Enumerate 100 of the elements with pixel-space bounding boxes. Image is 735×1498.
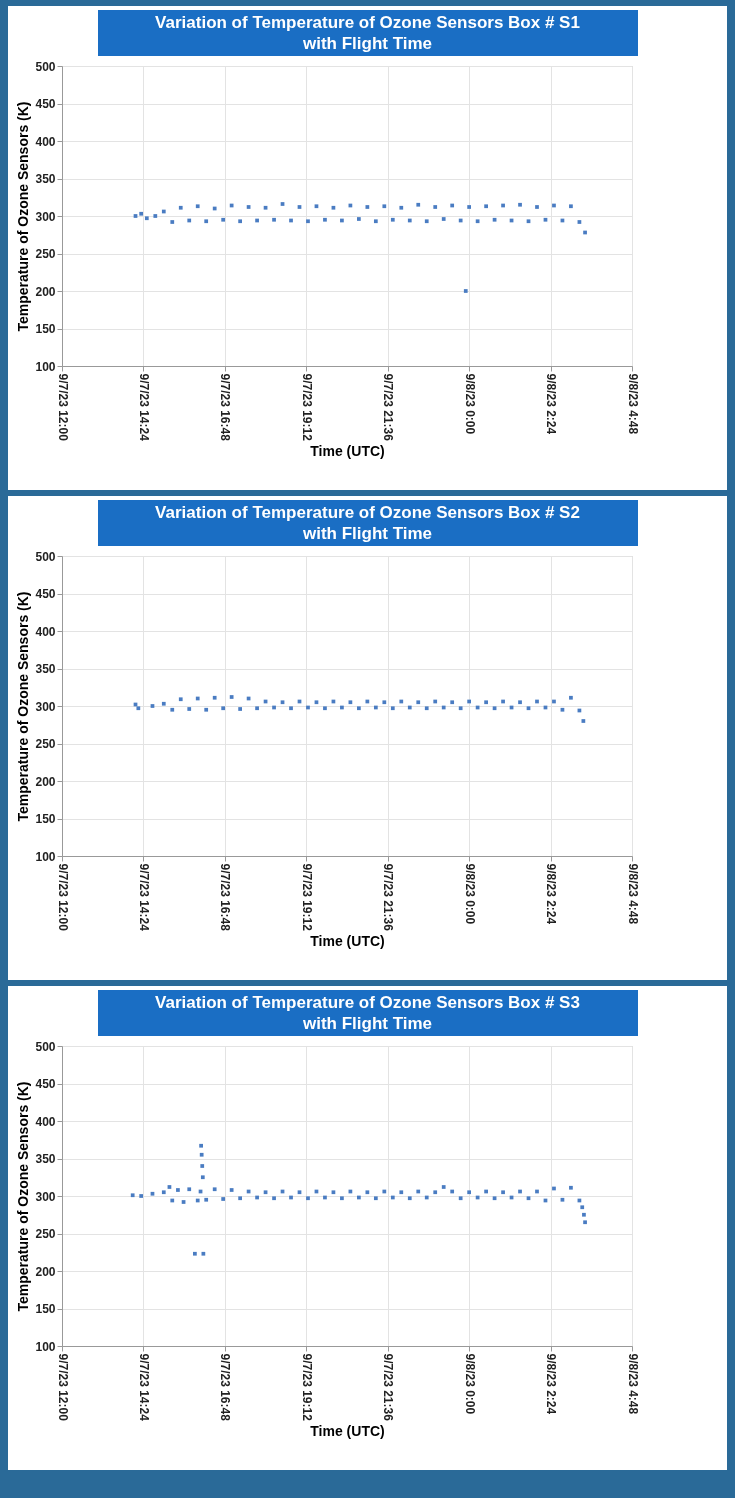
point [569, 695, 573, 700]
y-axis-title: Temperature of Ozone Sensors (K) [15, 591, 32, 822]
y-axis-title: Temperature of Ozone Sensors (K) [15, 101, 32, 332]
x-tick-label: 9/7/23 16:48 [218, 1353, 233, 1422]
point [306, 219, 310, 224]
point [238, 707, 242, 711]
point [357, 706, 361, 711]
point [178, 697, 183, 702]
x-tick-label: 9/7/23 14:24 [136, 373, 151, 442]
point [255, 706, 259, 711]
x-axis-title: Time (UTC) [310, 1422, 385, 1439]
chart-title: Variation of Temperature of Ozone Sensors Box # S2 with Flight Time [97, 500, 638, 546]
point [484, 700, 488, 705]
point [518, 700, 522, 705]
point [212, 695, 217, 700]
x-tick-label: 9/7/23 19:12 [299, 373, 314, 442]
point [390, 217, 395, 222]
point [178, 205, 183, 210]
y-axis-title: Temperature of Ozone Sensors (K) [15, 1081, 32, 1312]
y-tick-label: 350 [35, 172, 56, 186]
x-tick-label: 9/7/23 14:24 [136, 1353, 151, 1422]
x-tick-label: 9/7/23 16:48 [218, 373, 233, 442]
point [221, 706, 226, 711]
x-tick-label: 9/7/23 14:24 [136, 863, 151, 932]
x-tick-label: 9/8/23 0:00 [462, 373, 477, 435]
y-tick-label: 100 [35, 359, 56, 374]
point [323, 217, 327, 222]
y-tick-label: 250 [35, 737, 56, 751]
x-tick-label: 9/7/23 16:48 [218, 863, 233, 932]
y-tick-label: 450 [35, 97, 56, 111]
point [467, 205, 472, 209]
x-tick-label: 9/7/23 12:00 [55, 863, 70, 932]
x-axis-title: Time (UTC) [310, 442, 385, 459]
point [161, 701, 166, 706]
y-tick-label: 250 [35, 1227, 56, 1241]
x-tick-label: 9/8/23 2:24 [544, 373, 559, 435]
y-tick-label: 300 [35, 209, 56, 224]
y-tick-label: 450 [35, 587, 56, 601]
point [204, 707, 209, 712]
x-tick-label: 9/7/23 21:36 [381, 373, 396, 442]
point [373, 219, 378, 224]
point [187, 707, 192, 711]
y-tick-label: 300 [35, 699, 56, 714]
point [357, 217, 361, 221]
point [424, 706, 429, 711]
point [238, 219, 242, 224]
x-tick-label: 9/7/23 21:36 [381, 863, 396, 932]
point [221, 217, 226, 222]
point [365, 205, 370, 209]
x-tick-label: 9/7/23 19:12 [299, 863, 314, 932]
point [484, 204, 488, 209]
point [289, 706, 293, 711]
point [433, 205, 438, 209]
point [170, 220, 175, 224]
point [204, 219, 209, 224]
y-tick-label: 400 [35, 624, 56, 639]
y-tick-label: 300 [35, 1189, 56, 1204]
point [441, 217, 446, 221]
point [416, 202, 421, 207]
point [153, 214, 158, 218]
x-tick-label: 9/7/23 19:12 [299, 1353, 314, 1422]
x-tick-label: 9/7/23 12:00 [55, 1353, 70, 1422]
y-tick-label: 150 [35, 322, 56, 336]
point [424, 219, 429, 224]
x-tick-label: 9/8/23 4:48 [625, 1353, 640, 1415]
x-tick-label: 9/8/23 2:24 [544, 863, 559, 925]
point [195, 204, 200, 209]
x-tick-label: 9/8/23 4:48 [625, 373, 640, 435]
point [272, 217, 276, 222]
y-tick-label: 400 [35, 1114, 56, 1129]
point [382, 700, 387, 705]
point [229, 695, 234, 699]
y-tick-label: 150 [35, 812, 56, 826]
chart-title: Variation of Temperature of Ozone Sensors Box # S3 with Flight Time [97, 990, 638, 1036]
y-tick-label: 200 [35, 284, 56, 299]
chart-title: Variation of Temperature of Ozone Sensors Box # S1 with Flight Time [97, 10, 638, 56]
point [144, 216, 149, 221]
point [382, 204, 387, 209]
y-tick-label: 150 [35, 1302, 56, 1316]
y-tick-label: 200 [35, 774, 56, 789]
y-tick-label: 500 [35, 59, 56, 74]
y-tick-label: 500 [35, 549, 56, 564]
point [170, 707, 175, 712]
point [458, 706, 463, 711]
point [416, 700, 421, 705]
x-axis-title: Time (UTC) [310, 932, 385, 949]
x-tick-label: 9/8/23 2:24 [544, 1353, 559, 1415]
y-tick-label: 100 [35, 1339, 56, 1354]
y-tick-label: 400 [35, 134, 56, 149]
x-tick-label: 9/8/23 4:48 [625, 863, 640, 925]
x-tick-label: 9/8/23 0:00 [462, 863, 477, 925]
x-tick-label: 9/7/23 12:00 [55, 373, 70, 442]
point [399, 205, 404, 210]
y-tick-label: 350 [35, 662, 56, 676]
point [450, 700, 455, 705]
point [390, 706, 395, 711]
y-tick-label: 100 [35, 849, 56, 864]
x-tick-label: 9/8/23 0:00 [462, 1353, 477, 1415]
x-tick-label: 9/7/23 21:36 [381, 1353, 396, 1422]
point [569, 204, 573, 209]
